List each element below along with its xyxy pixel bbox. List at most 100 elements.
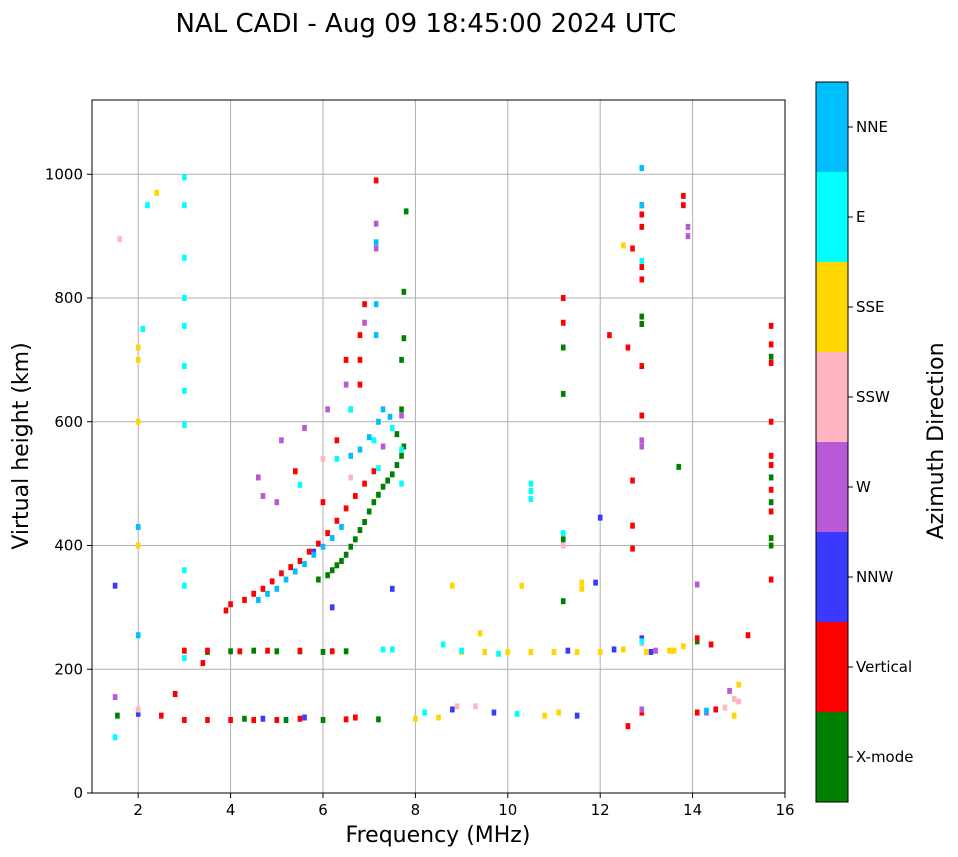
data-point xyxy=(401,288,407,295)
data-point xyxy=(768,359,774,366)
y-tick-label: 200 xyxy=(54,660,83,678)
data-point xyxy=(265,647,270,654)
data-point xyxy=(551,648,557,655)
data-point xyxy=(440,641,446,648)
data-point xyxy=(685,233,691,240)
data-point xyxy=(597,648,603,655)
data-point xyxy=(242,596,247,603)
data-point xyxy=(389,424,395,431)
data-point xyxy=(182,716,187,723)
x-axis-ticks: 2 4 6 8 10 12 14 16 xyxy=(133,793,795,819)
data-point xyxy=(302,714,307,721)
data-point xyxy=(373,301,379,308)
data-point xyxy=(565,647,571,654)
data-point xyxy=(251,647,257,654)
data-point xyxy=(560,542,566,549)
chart-title: NAL CADI - Aug 09 18:45:00 2024 UTC xyxy=(176,9,677,39)
data-point xyxy=(353,536,358,543)
colorbar-segment xyxy=(816,532,848,622)
data-point xyxy=(542,712,548,719)
data-point xyxy=(343,356,349,363)
data-point xyxy=(768,535,774,542)
data-point xyxy=(348,452,354,459)
data-point xyxy=(182,655,187,662)
data-point xyxy=(514,710,520,717)
data-point xyxy=(401,335,407,342)
data-point xyxy=(376,418,381,425)
data-point xyxy=(348,543,354,550)
data-point xyxy=(399,480,404,487)
data-point xyxy=(653,647,658,654)
data-point xyxy=(704,707,709,714)
data-point xyxy=(639,223,645,230)
data-point xyxy=(768,499,774,506)
data-point xyxy=(292,468,298,475)
data-point xyxy=(685,223,691,230)
grid-lines xyxy=(92,100,786,794)
data-point xyxy=(260,585,266,592)
data-point xyxy=(154,189,159,196)
data-point xyxy=(681,643,686,650)
data-point xyxy=(560,536,566,543)
data-point xyxy=(560,344,566,351)
data-point xyxy=(639,635,645,642)
colorbar-segment xyxy=(816,262,848,352)
data-point xyxy=(182,254,187,261)
data-point xyxy=(325,530,330,537)
data-point xyxy=(620,242,626,249)
data-point xyxy=(316,540,321,547)
data-point xyxy=(135,632,141,639)
data-point xyxy=(387,413,393,420)
data-point xyxy=(380,406,386,413)
data-point xyxy=(117,236,123,243)
data-point xyxy=(274,499,280,506)
data-point xyxy=(694,638,700,645)
data-point xyxy=(274,716,280,723)
data-point xyxy=(292,568,298,575)
data-point xyxy=(399,412,404,419)
data-point xyxy=(373,245,379,252)
x-tick-label: 12 xyxy=(591,801,610,819)
data-point xyxy=(343,648,349,655)
data-point xyxy=(362,480,367,487)
data-point xyxy=(399,446,404,453)
data-point xyxy=(694,635,700,642)
data-point xyxy=(334,562,340,569)
data-point xyxy=(528,496,534,503)
data-point xyxy=(560,319,566,326)
data-point xyxy=(357,446,363,453)
data-point xyxy=(436,714,441,721)
data-point xyxy=(403,208,409,215)
data-point xyxy=(343,381,349,388)
data-point xyxy=(496,650,501,657)
data-point xyxy=(311,551,317,558)
colorbar-tick-label: NNE xyxy=(856,118,888,136)
colorbar-tick-label: SSW xyxy=(856,388,890,406)
data-point xyxy=(727,687,732,694)
data-point xyxy=(574,648,580,655)
data-point xyxy=(644,648,649,655)
data-point xyxy=(274,585,280,592)
data-point xyxy=(477,630,483,637)
data-point xyxy=(112,734,118,741)
data-point xyxy=(288,564,293,571)
colorbar-segment xyxy=(816,82,848,172)
data-point xyxy=(260,493,266,499)
data-point xyxy=(676,463,682,470)
data-point xyxy=(736,681,742,688)
data-point xyxy=(639,363,645,370)
y-tick-label: 800 xyxy=(54,289,83,307)
data-point xyxy=(373,220,379,227)
data-point xyxy=(473,703,478,710)
data-point xyxy=(713,706,719,713)
data-point xyxy=(251,716,257,723)
y-axis-ticks: 0 200 400 600 800 1000 xyxy=(45,165,92,802)
data-point xyxy=(491,709,497,716)
data-point xyxy=(362,301,367,308)
data-point xyxy=(399,406,404,413)
data-point xyxy=(560,295,566,301)
data-point xyxy=(681,192,686,199)
data-point xyxy=(639,264,645,271)
data-point xyxy=(385,477,390,484)
colorbar-segment xyxy=(816,442,848,532)
